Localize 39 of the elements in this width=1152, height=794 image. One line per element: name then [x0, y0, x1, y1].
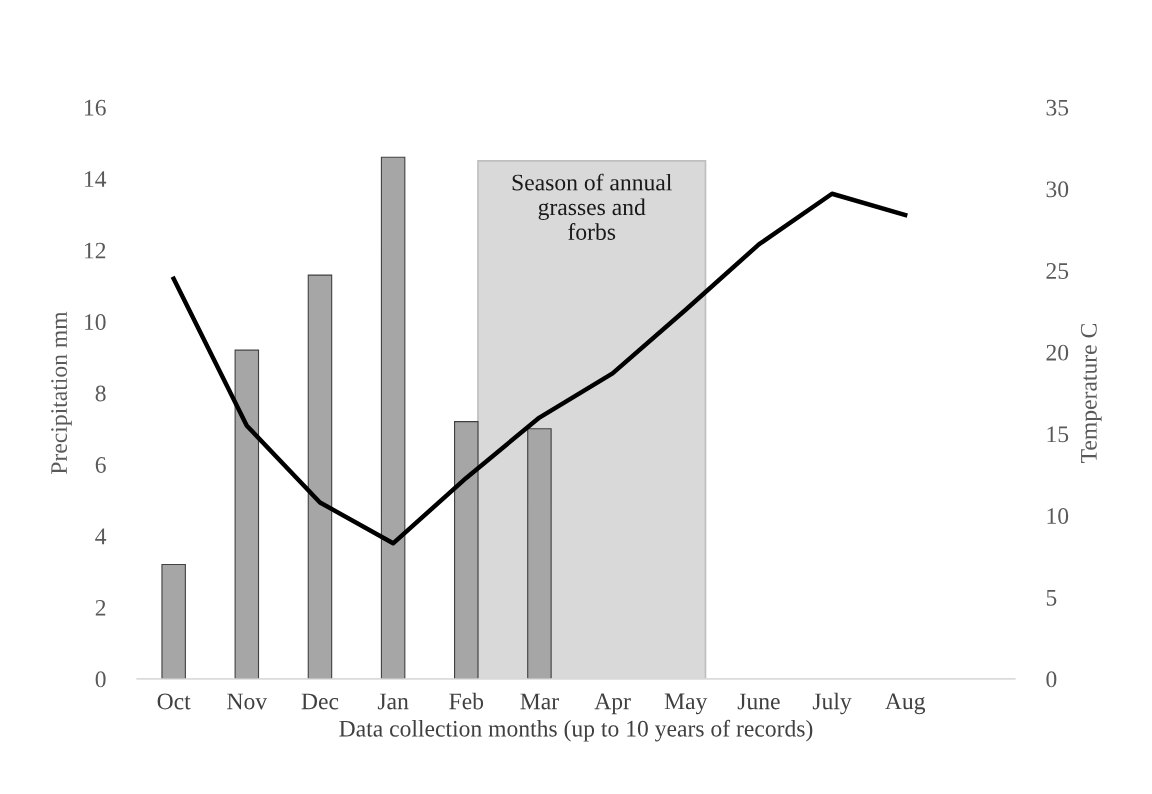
x-tick-label: Nov: [227, 693, 268, 710]
bar: [380, 156, 406, 679]
x-tick-label: May: [664, 693, 708, 715]
x-tick-label: June: [737, 693, 780, 710]
y-tick-label: 8: [95, 385, 106, 402]
bar: [527, 428, 552, 679]
y-tick-label: 0: [95, 671, 106, 688]
x-tick-label: Aug: [885, 693, 926, 715]
y2-tick-label: 10: [1047, 508, 1069, 524]
bar: [454, 421, 479, 679]
y2-tick-label: 5: [1046, 589, 1057, 606]
y2-tick-label: 15: [1047, 426, 1069, 443]
x-tick-label: Oct: [157, 693, 191, 710]
y-axis-title: Precipitation mm: [51, 311, 72, 474]
x-tick-label: Feb: [449, 692, 484, 710]
bar: [234, 349, 260, 679]
y-tick-label: 6: [95, 457, 106, 473]
line-series: [171, 191, 908, 546]
y2-tick-label: 35: [1046, 99, 1069, 116]
x-tick-label: Jan: [377, 693, 409, 710]
x-tick-label: Apr: [594, 693, 631, 715]
x-tick-label: Mar: [520, 693, 559, 710]
y2-tick-label: 0: [1046, 671, 1057, 688]
y-tick-label: 12: [85, 242, 106, 259]
bar: [161, 563, 186, 679]
y2-tick-label: 25: [1046, 263, 1069, 279]
y-tick-label: 16: [85, 99, 106, 116]
y-tick-label: 2: [95, 599, 106, 616]
y2-tick-label: 20: [1046, 344, 1069, 361]
bar: [307, 274, 333, 679]
x-axis-title: Data collection months (up to 10 years of records): [339, 719, 813, 742]
y-tick-label: 10: [85, 314, 106, 330]
x-tick-label: July: [812, 692, 852, 715]
x-tick-label: Dec: [301, 693, 339, 710]
y2-tick-label: 30: [1046, 181, 1069, 198]
y-tick-label: 4: [95, 528, 107, 545]
y2-axis-title: Temperature C: [1080, 324, 1102, 463]
y-tick-label: 14: [85, 171, 107, 187]
band-label: Season of annual grasses and forbs: [512, 173, 672, 240]
